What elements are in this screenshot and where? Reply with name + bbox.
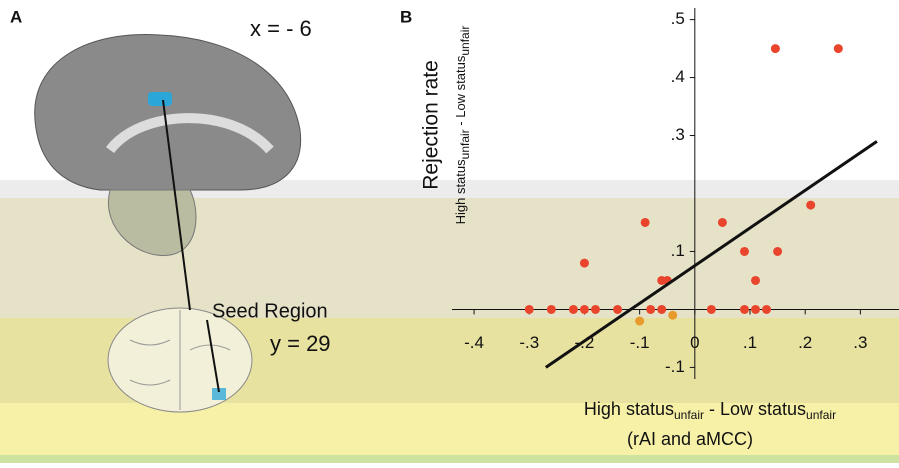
x-tick-label: .1 bbox=[743, 333, 757, 352]
y-tick-label: .3 bbox=[671, 125, 685, 144]
y-tick-label: .4 bbox=[671, 67, 685, 86]
point bbox=[591, 305, 600, 314]
label-part: High status bbox=[453, 159, 468, 225]
point bbox=[641, 218, 650, 227]
point bbox=[834, 44, 843, 53]
x-tick-label: 0 bbox=[690, 333, 699, 352]
figure: A x = - 6 Seed Region y = 29 B Rejection… bbox=[0, 0, 899, 463]
band bbox=[0, 455, 899, 463]
panel-label: A bbox=[10, 7, 22, 26]
x-tick-label: .2 bbox=[798, 333, 812, 352]
y-tick-label: -.1 bbox=[665, 357, 685, 376]
x-tick-label: -.1 bbox=[630, 333, 650, 352]
point bbox=[718, 218, 727, 227]
point bbox=[646, 305, 655, 314]
x-tick-label: -.4 bbox=[464, 333, 484, 352]
label-part: - Low status bbox=[704, 399, 806, 419]
point bbox=[773, 247, 782, 256]
point bbox=[635, 317, 644, 326]
point bbox=[580, 259, 589, 268]
point bbox=[569, 305, 578, 314]
seed-label: Seed Region bbox=[212, 300, 328, 322]
point bbox=[751, 305, 760, 314]
point bbox=[525, 305, 534, 314]
point bbox=[707, 305, 716, 314]
x-axis-label: (rAI and aMCC) bbox=[627, 429, 753, 449]
label-part: - Low status bbox=[453, 55, 468, 129]
axial-brain bbox=[108, 308, 252, 412]
point bbox=[547, 305, 556, 314]
panel-label: B bbox=[400, 7, 412, 26]
point bbox=[751, 276, 760, 285]
label-part: unfair bbox=[674, 408, 704, 422]
point bbox=[740, 305, 749, 314]
label-part: unfair bbox=[458, 26, 472, 56]
x-axis-label: High statusunfair - Low statusunfair bbox=[584, 399, 836, 422]
point bbox=[806, 201, 815, 210]
x-tick-label: -.3 bbox=[519, 333, 539, 352]
label-part: unfair bbox=[458, 129, 472, 159]
point bbox=[740, 247, 749, 256]
slice-label: x = - 6 bbox=[250, 16, 312, 41]
y-axis-label: Rejection rate bbox=[420, 60, 443, 190]
label-part: High status bbox=[584, 399, 674, 419]
point bbox=[771, 44, 780, 53]
y-tick-label: .1 bbox=[671, 241, 685, 260]
y-tick-label: .5 bbox=[671, 9, 685, 28]
slice-label: y = 29 bbox=[270, 331, 331, 356]
x-tick-label: .3 bbox=[853, 333, 867, 352]
label-part: unfair bbox=[806, 408, 836, 422]
point bbox=[668, 311, 677, 320]
point bbox=[613, 305, 622, 314]
point bbox=[762, 305, 771, 314]
point bbox=[657, 305, 666, 314]
point bbox=[580, 305, 589, 314]
